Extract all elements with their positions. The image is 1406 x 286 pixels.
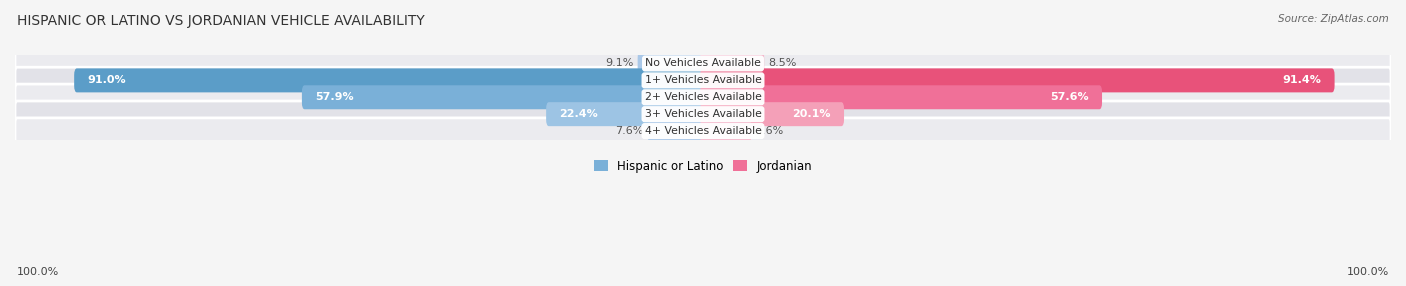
Text: HISPANIC OR LATINO VS JORDANIAN VEHICLE AVAILABILITY: HISPANIC OR LATINO VS JORDANIAN VEHICLE … [17,14,425,28]
FancyBboxPatch shape [700,68,1334,92]
FancyBboxPatch shape [15,101,1391,127]
Text: 91.0%: 91.0% [87,76,127,86]
Text: 8.5%: 8.5% [768,58,797,68]
Text: No Vehicles Available: No Vehicles Available [645,58,761,68]
Legend: Hispanic or Latino, Jordanian: Hispanic or Latino, Jordanian [589,155,817,178]
Text: 2+ Vehicles Available: 2+ Vehicles Available [644,92,762,102]
FancyBboxPatch shape [15,118,1391,144]
FancyBboxPatch shape [15,50,1391,77]
Text: 4+ Vehicles Available: 4+ Vehicles Available [644,126,762,136]
Text: 57.6%: 57.6% [1050,92,1090,102]
Text: 91.4%: 91.4% [1282,76,1322,86]
FancyBboxPatch shape [15,67,1391,94]
FancyBboxPatch shape [700,85,1102,109]
FancyBboxPatch shape [15,84,1391,110]
Text: 1+ Vehicles Available: 1+ Vehicles Available [644,76,762,86]
Text: 3+ Vehicles Available: 3+ Vehicles Available [644,109,762,119]
FancyBboxPatch shape [700,51,765,76]
Text: 57.9%: 57.9% [315,92,353,102]
Text: 6.6%: 6.6% [755,126,783,136]
FancyBboxPatch shape [700,119,751,143]
FancyBboxPatch shape [302,85,706,109]
FancyBboxPatch shape [638,51,706,76]
Text: 7.6%: 7.6% [616,126,644,136]
FancyBboxPatch shape [546,102,706,126]
FancyBboxPatch shape [700,102,844,126]
FancyBboxPatch shape [75,68,706,92]
Text: 9.1%: 9.1% [605,58,634,68]
Text: 20.1%: 20.1% [793,109,831,119]
FancyBboxPatch shape [648,119,706,143]
Text: 100.0%: 100.0% [17,267,59,277]
Text: 100.0%: 100.0% [1347,267,1389,277]
Text: Source: ZipAtlas.com: Source: ZipAtlas.com [1278,14,1389,24]
Text: 22.4%: 22.4% [560,109,598,119]
